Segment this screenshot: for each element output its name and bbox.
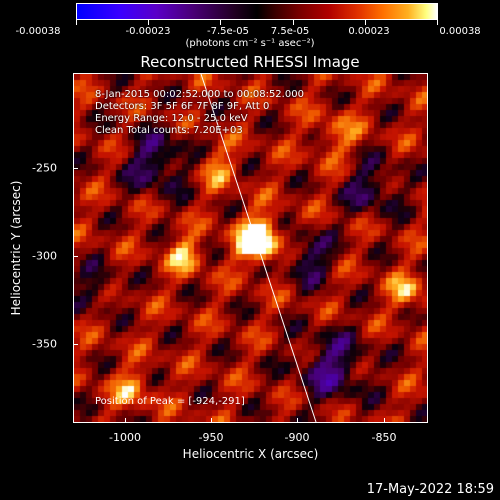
colorbar-label: -7.5e-05 (207, 26, 249, 37)
info-clean-counts: Clean Total counts: 7.20E+03 (95, 125, 243, 136)
colorbar-label: -0.00023 (125, 26, 171, 37)
solar-limb-line (200, 74, 317, 422)
x-tick-label: -1000 (109, 431, 141, 444)
x-tick-mark (384, 418, 385, 423)
y-tick-label: -300 (32, 249, 57, 263)
x-tick-mark (125, 418, 126, 423)
colorbar-tick (220, 20, 221, 25)
plot-title: Reconstructed RHESSI Image (140, 53, 360, 71)
y-tick-mark (73, 344, 78, 345)
colorbar-label: 7.5e-05 (270, 26, 310, 37)
colorbar-label: 0.00023 (348, 26, 390, 37)
y-tick-mark (73, 256, 78, 257)
x-tick-label: -900 (284, 431, 310, 444)
x-tick-mark (297, 418, 298, 423)
x-tick-label: -850 (371, 431, 397, 444)
y-tick-label: -350 (32, 337, 57, 351)
colorbar-label: -0.00038 (15, 26, 61, 37)
colorbar-units: (photons cm⁻² s⁻¹ asec⁻²) (185, 38, 315, 49)
x-tick-mark (211, 418, 212, 423)
plot-date-stamp: 17-May-2022 18:59 (366, 482, 494, 497)
info-energy-range: Energy Range: 12.0 - 25.0 keV (95, 113, 248, 124)
colorbar-tick (148, 20, 149, 25)
colorbar-label: 0.00038 (439, 26, 481, 37)
peak-position: Position of Peak = [-924,-291] (95, 396, 245, 407)
colorbar (76, 3, 438, 20)
info-time-range: 8-Jan-2015 00:02:52.000 to 00:08:52.000 (95, 89, 304, 100)
x-tick-label: -950 (198, 431, 224, 444)
colorbar-tick (437, 20, 438, 25)
x-axis-label: Heliocentric X (arcsec) (182, 447, 319, 461)
image-plot-area: 8-Jan-2015 00:02:52.000 to 00:08:52.000 … (73, 73, 428, 423)
colorbar-tick (293, 20, 294, 25)
colorbar-tick (365, 20, 366, 25)
rhessi-image-map (74, 74, 427, 422)
colorbar-tick (76, 20, 77, 25)
y-tick-label: -250 (32, 161, 57, 175)
y-axis-label: Heliocentric Y (arcsec) (9, 180, 23, 316)
info-detectors: Detectors: 3F 5F 6F 7F 8F 9F, Att 0 (95, 101, 270, 112)
limb-overlay (200, 74, 317, 422)
y-tick-mark (73, 168, 78, 169)
